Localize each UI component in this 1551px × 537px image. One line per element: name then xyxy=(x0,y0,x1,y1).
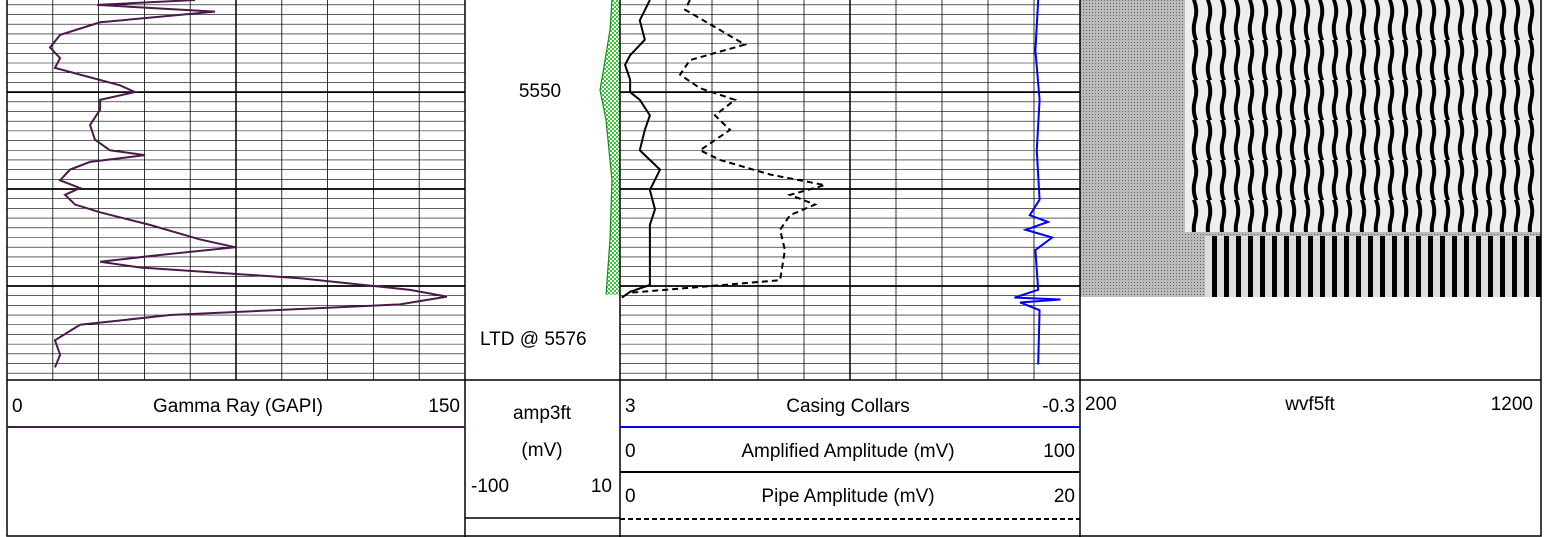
curve-name: Gamma Ray (GAPI) xyxy=(153,396,323,417)
scale-right: 150 xyxy=(428,396,460,417)
waveform-arrivals xyxy=(1185,0,1541,232)
curve xyxy=(1014,0,1061,365)
scale-right: 1200 xyxy=(1491,394,1533,415)
scale-left: 200 xyxy=(1085,394,1117,415)
scale-left: 0 xyxy=(12,396,23,417)
curves xyxy=(48,0,1541,368)
curve-name: wvf5ft xyxy=(1284,394,1335,415)
curve-name: Amplified Amplitude (mV) xyxy=(741,441,954,462)
borders xyxy=(6,0,1542,537)
curve-name: Pipe Amplitude (mV) xyxy=(761,486,934,507)
scale-right: 10 xyxy=(591,476,612,497)
scale-right: 20 xyxy=(1054,486,1075,507)
scale-right: -0.3 xyxy=(1042,396,1075,417)
curve-name: Casing Collars xyxy=(786,396,910,417)
curve xyxy=(599,0,613,295)
curve-fill xyxy=(599,0,620,295)
scale-left: 3 xyxy=(625,396,636,417)
curve xyxy=(48,0,448,368)
scale-left: -100 xyxy=(471,476,509,497)
grid xyxy=(7,0,1080,380)
scale-right: 100 xyxy=(1043,441,1075,462)
curve xyxy=(621,0,662,299)
scale-left: 0 xyxy=(625,486,636,507)
waveform-bars xyxy=(1205,236,1541,297)
curve-unit: (mV) xyxy=(521,440,562,461)
scale-left: 0 xyxy=(625,441,636,462)
depth-label: 5550 xyxy=(519,81,561,102)
curve-name: amp3ft xyxy=(513,403,572,424)
annotation: LTD @ 5576 xyxy=(480,329,587,350)
